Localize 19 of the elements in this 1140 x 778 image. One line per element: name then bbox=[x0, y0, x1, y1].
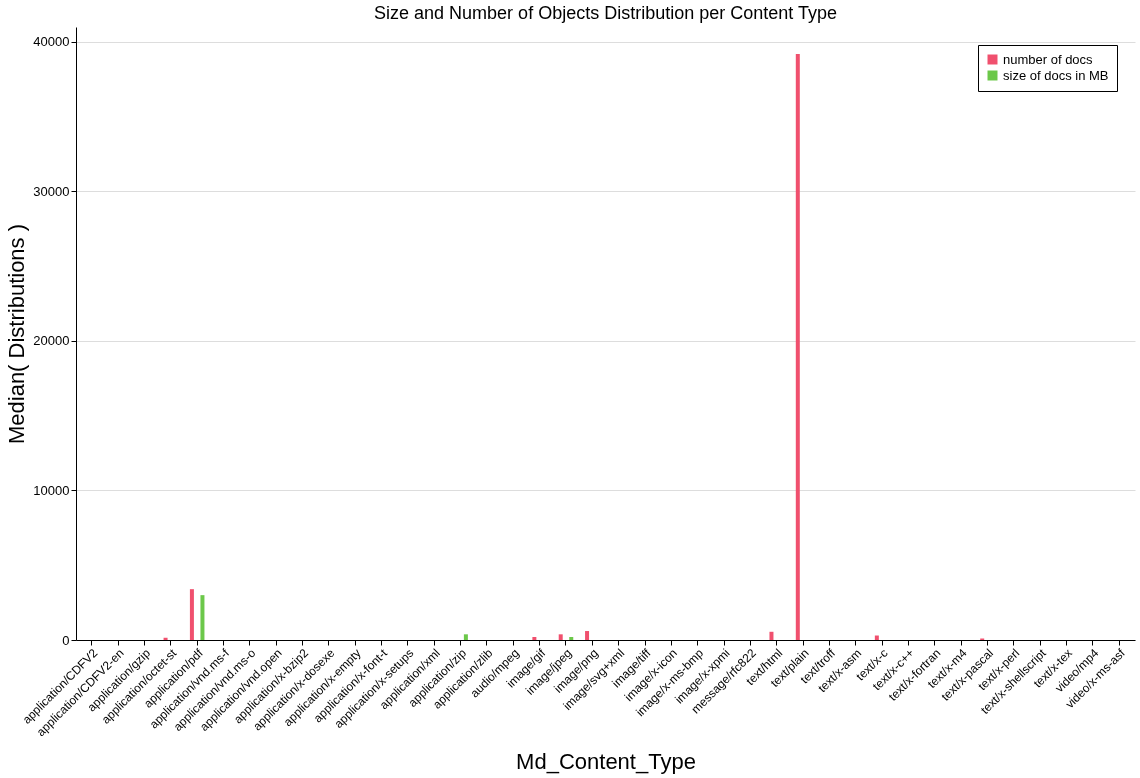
y-tick-label: 20000 bbox=[33, 333, 70, 349]
bar bbox=[585, 631, 590, 640]
bar bbox=[769, 631, 774, 640]
chart-title: Size and Number of Objects Distribution per Content Type bbox=[374, 3, 837, 23]
legend-label: number of docs bbox=[1003, 51, 1094, 67]
bar bbox=[795, 53, 800, 640]
bar bbox=[200, 595, 205, 640]
x-axis-title: Md_Content_Type bbox=[516, 749, 696, 775]
bar bbox=[463, 634, 468, 640]
legend-label: size of docs in MB bbox=[1003, 67, 1109, 83]
y-axis-title: Median( Distributions ) bbox=[4, 223, 30, 445]
y-tick-label: 0 bbox=[62, 632, 70, 648]
bar bbox=[532, 637, 537, 640]
bar bbox=[569, 637, 574, 640]
y-tick-label: 10000 bbox=[33, 482, 70, 498]
y-tick-label: 40000 bbox=[33, 34, 70, 50]
y-tick-label: 30000 bbox=[33, 183, 70, 199]
bar bbox=[189, 589, 194, 640]
bar bbox=[558, 634, 563, 640]
